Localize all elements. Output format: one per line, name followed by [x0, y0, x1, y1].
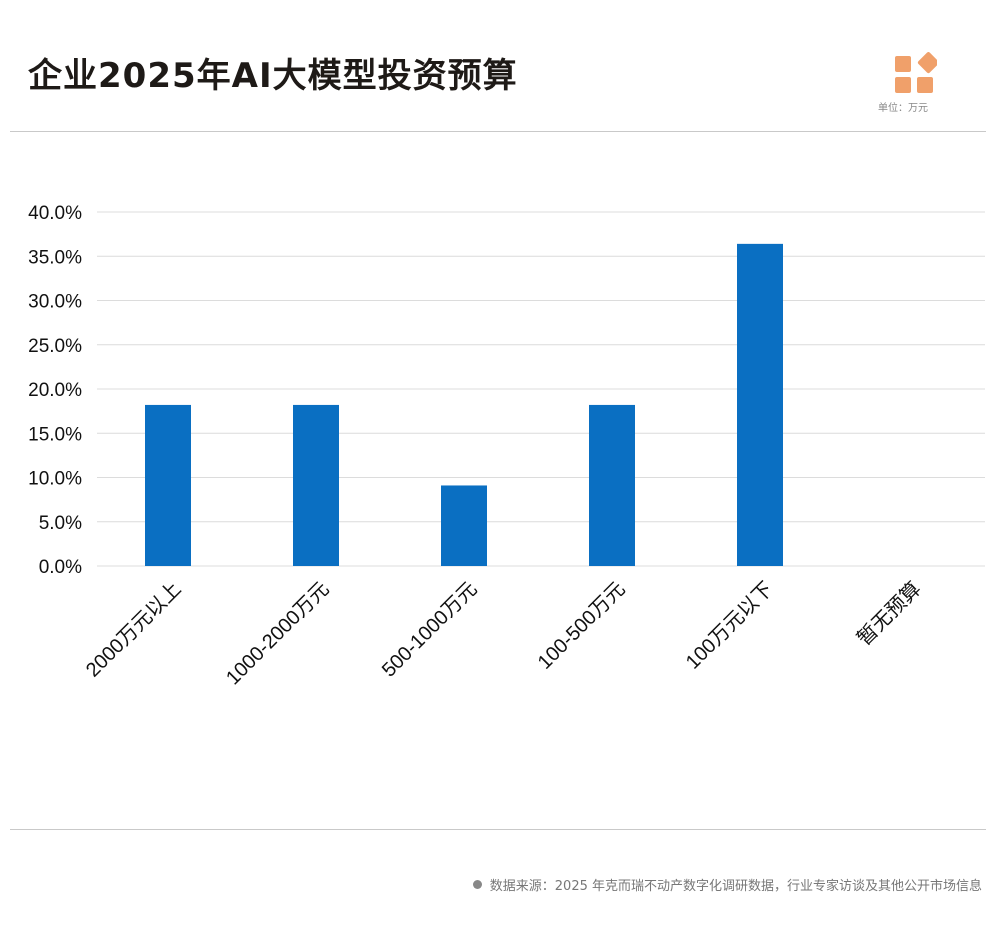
y-tick-label: 25.0%: [28, 336, 82, 357]
bottom-divider: [10, 829, 986, 830]
x-tick-label: 2000万元以上: [81, 577, 185, 681]
bar: [589, 404, 635, 566]
bar: [293, 404, 339, 566]
source-text: 数据来源：2025 年克而瑞不动产数字化调研数据，行业专家访谈及其他公开市场信息: [489, 879, 982, 894]
top-divider: [10, 131, 986, 132]
brand-logo-icon: [895, 52, 937, 93]
bullet-icon: [472, 880, 482, 889]
x-tick-label: 500-1000万元: [378, 578, 482, 682]
y-tick-label: 20.0%: [28, 380, 82, 401]
x-tick-label: 100-500万元: [534, 578, 630, 674]
x-tick-label: 1000-2000万元: [222, 578, 333, 689]
y-tick-label: 30.0%: [28, 292, 82, 313]
chart-title: 企业2025年AI大模型投资预算: [28, 56, 518, 96]
bar: [737, 243, 783, 567]
y-tick-label: 10.0%: [28, 469, 82, 490]
x-tick-label: 暂无预算: [853, 577, 926, 650]
source-note: 数据来源：2025 年克而瑞不动产数字化调研数据，行业专家访谈及其他公开市场信息: [472, 875, 982, 894]
y-tick-label: 5.0%: [39, 513, 82, 534]
x-tick-label: 100万元以下: [682, 578, 778, 674]
bar: [145, 404, 191, 566]
unit-label: 单位：万元: [878, 103, 928, 114]
y-tick-label: 15.0%: [28, 424, 82, 445]
bar: [441, 485, 487, 566]
y-tick-label: 0.0%: [39, 557, 82, 578]
y-tick-label: 35.0%: [28, 247, 82, 268]
y-tick-label: 40.0%: [28, 203, 82, 224]
